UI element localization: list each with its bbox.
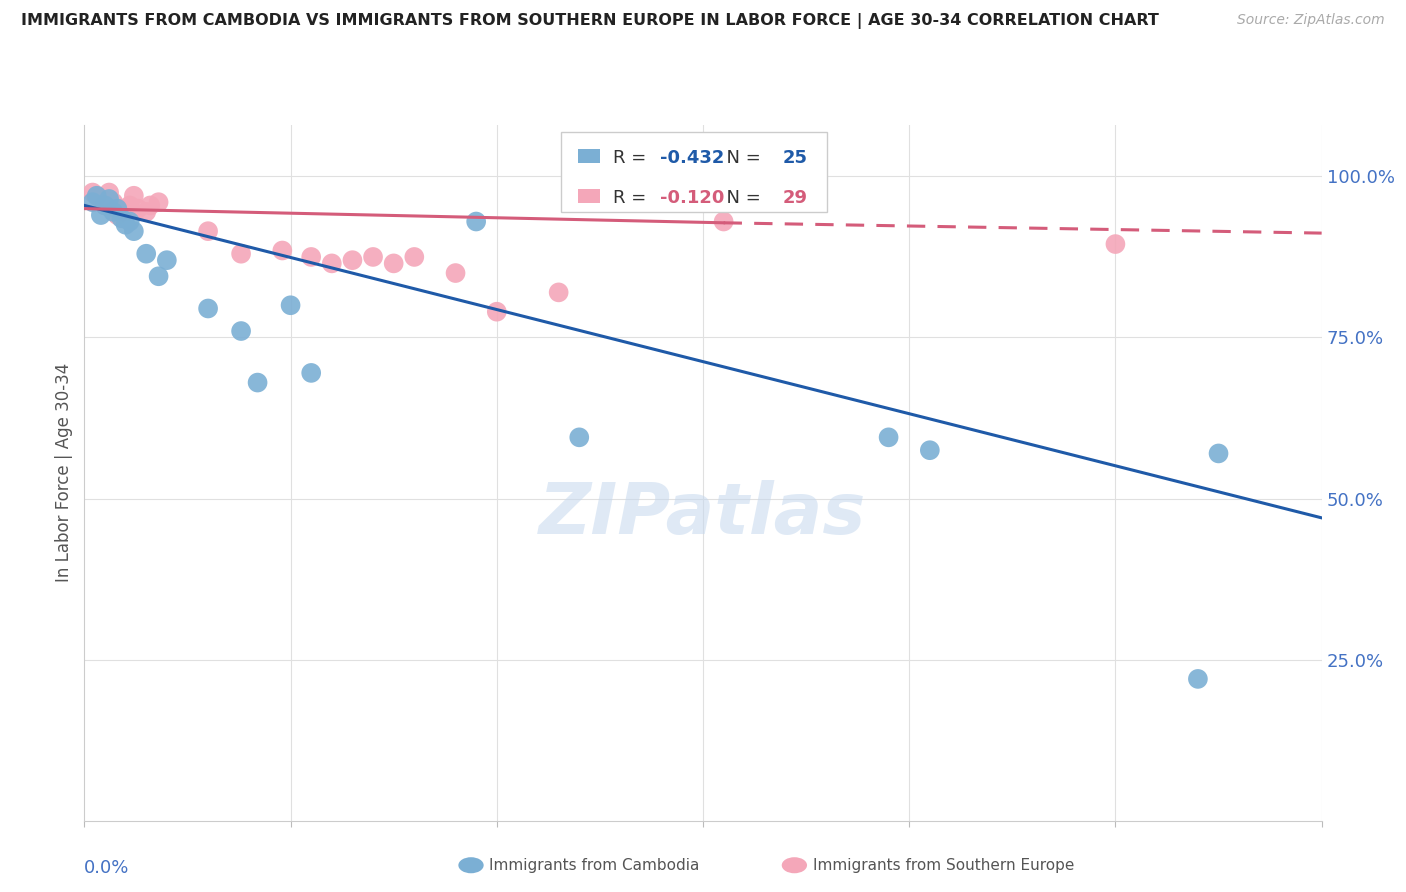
Point [103, 195, 125, 210]
Point [197, 224, 219, 238]
Text: N =: N = [716, 189, 766, 207]
Text: -0.120: -0.120 [659, 189, 724, 207]
Text: R =: R = [613, 189, 651, 207]
Point [148, 195, 170, 210]
Point [135, 205, 157, 219]
Point [103, 205, 125, 219]
Text: IMMIGRANTS FROM CAMBODIA VS IMMIGRANTS FROM SOUTHERN EUROPE IN LABOR FORCE | AGE: IMMIGRANTS FROM CAMBODIA VS IMMIGRANTS F… [21, 13, 1159, 29]
Point [110, 202, 132, 216]
Point [86, 188, 108, 202]
Point [90, 208, 112, 222]
Point [547, 285, 569, 300]
Point [342, 253, 364, 268]
Point [135, 246, 157, 260]
Y-axis label: In Labor Force | Age 30-34: In Labor Force | Age 30-34 [55, 363, 73, 582]
Point [382, 256, 405, 270]
Point [156, 253, 179, 268]
Text: R =: R = [613, 149, 651, 167]
Point [94, 198, 117, 212]
Point [568, 430, 591, 444]
Point [299, 366, 322, 380]
FancyBboxPatch shape [578, 149, 600, 163]
Text: -0.432: -0.432 [659, 149, 724, 167]
Point [1187, 672, 1209, 686]
Point [114, 205, 136, 219]
Point [122, 224, 145, 238]
Point [139, 198, 162, 212]
Point [321, 256, 343, 270]
Point [127, 202, 149, 216]
FancyBboxPatch shape [561, 132, 827, 212]
Point [197, 301, 219, 316]
Point [114, 218, 136, 232]
Point [98, 186, 121, 200]
Point [82, 195, 104, 210]
Point [105, 208, 128, 222]
Text: ZIPatlas: ZIPatlas [540, 480, 866, 549]
Point [465, 214, 488, 228]
Text: Immigrants from Southern Europe: Immigrants from Southern Europe [813, 858, 1074, 872]
Point [82, 186, 104, 200]
Point [122, 188, 145, 202]
Point [485, 304, 508, 318]
Point [98, 192, 121, 206]
Point [229, 324, 252, 338]
Text: 25: 25 [782, 149, 807, 167]
Point [361, 250, 384, 264]
Point [404, 250, 426, 264]
Text: 0.0%: 0.0% [84, 859, 129, 877]
Point [713, 214, 735, 228]
Text: N =: N = [716, 149, 766, 167]
Point [444, 266, 467, 280]
Point [94, 198, 117, 212]
Point [118, 198, 141, 212]
Point [877, 430, 900, 444]
Text: 29: 29 [782, 189, 807, 207]
Point [1104, 237, 1126, 252]
Text: Source: ZipAtlas.com: Source: ZipAtlas.com [1237, 13, 1385, 28]
Point [118, 214, 141, 228]
Point [110, 211, 132, 226]
Point [299, 250, 322, 264]
Point [90, 192, 112, 206]
Point [86, 188, 108, 202]
Text: Immigrants from Cambodia: Immigrants from Cambodia [489, 858, 700, 872]
Point [148, 269, 170, 284]
Point [229, 246, 252, 260]
Point [271, 244, 294, 258]
Point [918, 443, 941, 458]
FancyBboxPatch shape [578, 189, 600, 203]
Point [105, 202, 128, 216]
Point [280, 298, 302, 312]
Point [246, 376, 269, 390]
Point [1208, 446, 1230, 460]
